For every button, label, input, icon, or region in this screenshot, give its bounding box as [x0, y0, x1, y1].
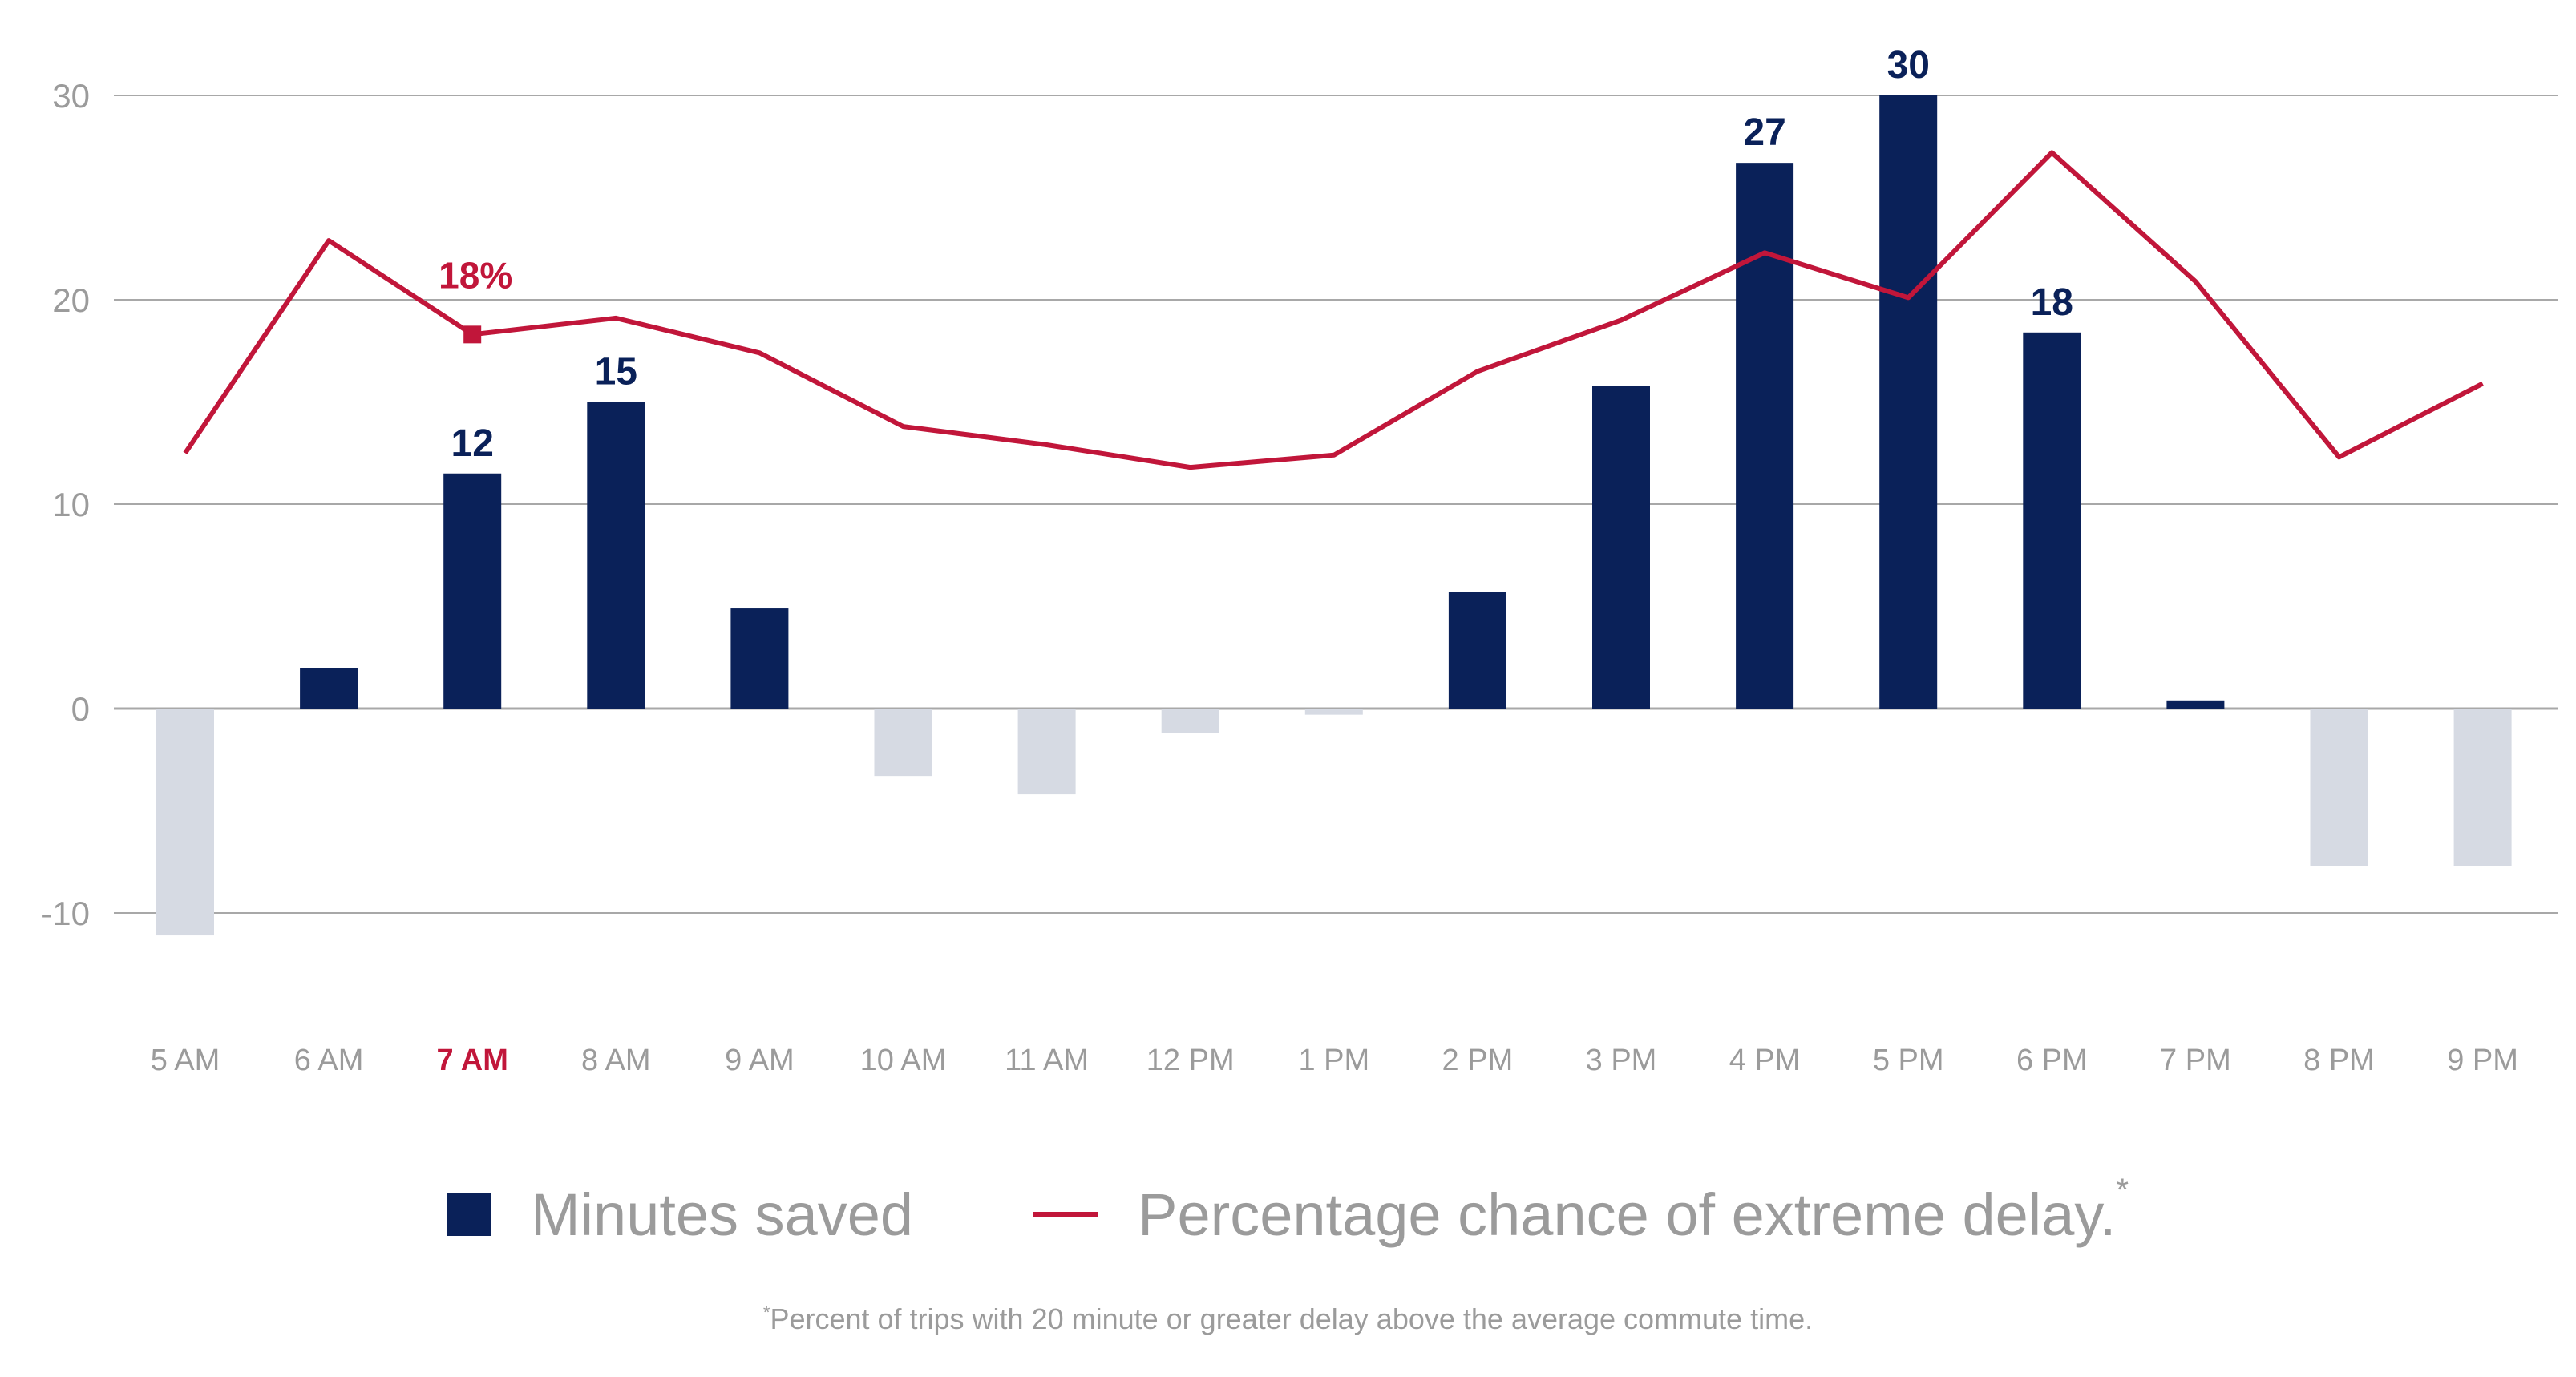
bar-data-label-13: 18 — [2031, 281, 2073, 324]
x-tick-label-6: 11 AM — [1005, 1044, 1089, 1077]
delay-line — [183, 150, 2484, 470]
bar-1 — [300, 668, 358, 709]
line-marker-2 — [463, 325, 482, 344]
bar-data-label-11: 27 — [1743, 111, 1785, 154]
bar-3 — [587, 402, 645, 709]
x-tick-label-14: 7 PM — [2160, 1044, 2231, 1077]
bar-data-label-12: 30 — [1887, 44, 1930, 87]
bar-8 — [1304, 709, 1363, 715]
x-tick-label-4: 9 AM — [725, 1044, 795, 1077]
bar-12 — [1879, 95, 1938, 709]
bar-14 — [2166, 700, 2225, 709]
y-tick-label-0: 30 — [52, 77, 90, 115]
bar-0 — [156, 709, 214, 936]
x-tick-label-10: 3 PM — [1586, 1044, 1657, 1077]
bar-6 — [1017, 709, 1076, 795]
y-tick-label-3: 0 — [71, 690, 90, 728]
legend-label-extreme-delay-text: Percentage chance of extreme delay. — [1138, 1181, 2117, 1248]
legend-swatch-bar — [447, 1193, 491, 1236]
bar-layer — [156, 95, 2512, 936]
x-tick-label-2: 7 AM — [437, 1044, 508, 1077]
bar-13 — [2023, 332, 2081, 709]
line-data-label-2: 18% — [439, 254, 512, 296]
x-tick-label-13: 6 PM — [2016, 1044, 2088, 1077]
bar-9 — [1448, 592, 1506, 709]
grid-layer: 30 20 10 0 -10 — [41, 77, 2558, 932]
x-tick-label-11: 4 PM — [1729, 1044, 1801, 1077]
bar-data-label-2: 12 — [451, 422, 494, 465]
bar-15 — [2310, 709, 2368, 866]
legend-item-minutes-saved: Minutes saved — [447, 1181, 913, 1249]
x-tick-label-12: 5 PM — [1873, 1044, 1944, 1077]
x-tick-label-1: 6 AM — [294, 1044, 364, 1077]
y-tick-label-2: 10 — [52, 486, 90, 523]
y-tick-label-4: -10 — [41, 894, 90, 932]
x-tick-label-5: 10 AM — [860, 1044, 947, 1077]
bar-2 — [443, 473, 502, 709]
line-layer — [183, 150, 2484, 470]
label-layer: 18% 12 15 27 30 18 5 AM 6 AM 7 AM 8 AM 9 AM 10 AM 11… — [151, 44, 2518, 1077]
y-tick-label-1: 20 — [52, 281, 90, 319]
x-tick-label-15: 8 PM — [2303, 1044, 2375, 1077]
legend: Minutes saved Percentage chance of extre… — [0, 1170, 2576, 1258]
x-tick-label-8: 1 PM — [1298, 1044, 1369, 1077]
x-tick-label-9: 2 PM — [1442, 1044, 1514, 1077]
legend-item-extreme-delay: Percentage chance of extreme delay.* — [1033, 1173, 2129, 1249]
footnote: *Percent of trips with 20 minute or grea… — [0, 1302, 2576, 1336]
legend-asterisk: * — [2116, 1172, 2129, 1208]
bar-11 — [1736, 163, 1794, 709]
bar-10 — [1592, 386, 1650, 709]
x-tick-label-3: 8 AM — [581, 1044, 651, 1077]
footnote-text: Percent of trips with 20 minute or great… — [770, 1302, 1814, 1335]
bar-7 — [1161, 709, 1219, 733]
x-tick-label-7: 12 PM — [1146, 1044, 1235, 1077]
footnote-asterisk: * — [762, 1302, 770, 1322]
bar-data-label-3: 15 — [595, 351, 637, 394]
legend-label-extreme-delay: Percentage chance of extreme delay.* — [1138, 1173, 2129, 1249]
legend-label-minutes-saved: Minutes saved — [530, 1181, 914, 1248]
x-tick-label-0: 5 AM — [151, 1044, 220, 1077]
bar-16 — [2453, 709, 2512, 866]
bar-4 — [730, 608, 789, 709]
legend-swatch-line — [1033, 1211, 1098, 1217]
x-tick-label-16: 9 PM — [2447, 1044, 2518, 1077]
bar-5 — [874, 709, 932, 777]
